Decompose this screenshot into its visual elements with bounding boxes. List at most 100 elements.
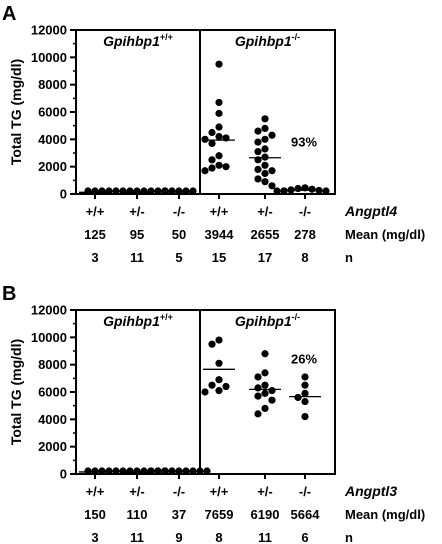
group-title-sup: -/- xyxy=(292,32,301,42)
category-label: +/+ xyxy=(210,204,229,219)
n-value: 8 xyxy=(215,530,222,544)
y-tick-label: 12000 xyxy=(31,303,67,318)
data-point xyxy=(261,161,269,169)
category-label: +/+ xyxy=(210,484,229,499)
data-point xyxy=(147,187,155,195)
data-point xyxy=(98,467,106,475)
category-label: -/- xyxy=(299,204,311,219)
data-point xyxy=(294,393,302,402)
mean-value: 7659 xyxy=(205,507,234,522)
y-tick-label: 0 xyxy=(60,187,67,202)
mean-value: 110 xyxy=(127,507,148,522)
data-point xyxy=(91,187,99,195)
data-point xyxy=(112,187,120,195)
group-title: Gpihbp1-/- xyxy=(235,32,300,49)
data-point xyxy=(119,467,127,475)
mean-value: 2655 xyxy=(251,227,280,242)
data-point xyxy=(215,336,223,344)
data-point xyxy=(261,135,269,143)
data-point xyxy=(254,165,262,173)
n-value: 5 xyxy=(175,250,182,265)
mean-value: 5664 xyxy=(291,507,321,522)
data-point xyxy=(208,381,216,389)
mean-value: 37 xyxy=(172,507,186,522)
y-tick-label: 8000 xyxy=(38,77,67,92)
data-point xyxy=(84,187,92,195)
group-title-base: Gpihbp1 xyxy=(103,313,160,329)
y-tick-label: 4000 xyxy=(38,132,67,147)
data-point xyxy=(261,381,269,389)
group-title-sup: -/- xyxy=(292,312,301,322)
data-point xyxy=(105,187,113,195)
data-point xyxy=(215,161,223,169)
n-value: 11 xyxy=(130,530,144,544)
percent-annotation: 26% xyxy=(291,351,317,366)
data-point xyxy=(215,359,223,367)
data-point xyxy=(254,384,262,392)
data-point xyxy=(215,387,223,395)
data-point xyxy=(254,392,262,400)
group-title: Gpihbp1+/+ xyxy=(103,312,173,329)
y-tick-label: 6000 xyxy=(38,105,67,120)
mean-row-label: Mean (mg/dl) xyxy=(345,507,425,522)
data-point xyxy=(196,467,204,475)
data-point xyxy=(254,127,262,135)
group-title-sup: +/+ xyxy=(160,312,173,322)
category-label: +/- xyxy=(257,484,273,499)
data-point xyxy=(254,138,262,146)
data-point xyxy=(105,467,113,475)
data-point xyxy=(112,467,120,475)
data-point xyxy=(301,389,309,397)
data-point xyxy=(201,167,209,175)
data-point xyxy=(254,148,262,156)
data-point xyxy=(301,381,309,389)
y-tick-label: 6000 xyxy=(38,385,67,400)
n-value: 11 xyxy=(130,250,144,265)
n-value: 11 xyxy=(258,530,272,544)
data-point xyxy=(215,98,223,107)
data-point xyxy=(215,109,223,117)
y-axis-label: Total TG (mg/dl) xyxy=(8,59,24,165)
data-point xyxy=(201,135,209,143)
data-point xyxy=(222,163,230,171)
panel-letter: A xyxy=(2,3,16,25)
category-label: -/- xyxy=(173,484,185,499)
data-point xyxy=(175,467,183,475)
data-point xyxy=(168,467,176,475)
mean-value: 150 xyxy=(84,507,106,522)
data-point xyxy=(301,397,309,406)
data-point xyxy=(261,145,269,153)
y-axis-label: Total TG (mg/dl) xyxy=(8,339,24,445)
mean-row-label: Mean (mg/dl) xyxy=(345,227,425,242)
category-label: +/- xyxy=(129,484,145,499)
data-point xyxy=(261,389,269,397)
n-row-label: n xyxy=(345,530,353,544)
data-point xyxy=(182,467,190,475)
y-tick-label: 0 xyxy=(60,467,67,482)
category-label: +/+ xyxy=(86,204,105,219)
data-point xyxy=(215,123,223,131)
n-value: 15 xyxy=(212,250,226,265)
data-point xyxy=(154,467,162,475)
data-point xyxy=(140,187,148,195)
data-point xyxy=(261,178,269,186)
data-point xyxy=(215,133,223,141)
n-value: 9 xyxy=(175,530,182,544)
group-title-base: Gpihbp1 xyxy=(235,313,292,329)
mean-value: 95 xyxy=(130,227,144,242)
mean-value: 6190 xyxy=(251,507,280,522)
gene-label: Angptl4 xyxy=(344,203,397,219)
y-tick-label: 12000 xyxy=(31,23,67,38)
data-point xyxy=(161,467,169,475)
category-label: -/- xyxy=(299,484,311,499)
data-point xyxy=(261,169,269,178)
data-point xyxy=(91,467,99,475)
data-point xyxy=(261,350,269,358)
data-point xyxy=(308,185,316,193)
group-title: Gpihbp1-/- xyxy=(235,312,300,329)
data-point xyxy=(215,152,223,160)
group-title: Gpihbp1+/+ xyxy=(103,32,173,49)
group-title-base: Gpihbp1 xyxy=(235,33,292,49)
data-point xyxy=(208,128,216,137)
